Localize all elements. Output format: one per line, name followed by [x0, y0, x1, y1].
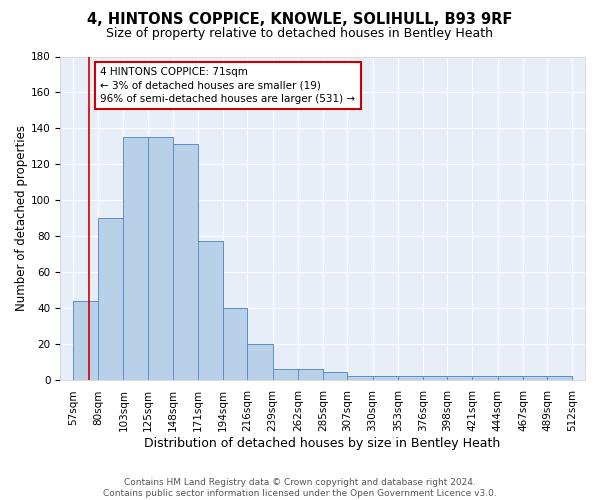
Bar [447, 376, 472, 380]
Bar [98, 218, 124, 380]
Bar [347, 376, 373, 380]
Bar [523, 376, 547, 380]
Bar [124, 138, 148, 380]
Text: Contains HM Land Registry data © Crown copyright and database right 2024.
Contai: Contains HM Land Registry data © Crown c… [103, 478, 497, 498]
Bar [398, 376, 423, 380]
Bar [148, 138, 173, 380]
Bar [223, 308, 247, 380]
Bar [173, 144, 198, 380]
Bar [498, 376, 523, 380]
Bar [472, 376, 498, 380]
Bar [73, 300, 98, 380]
Bar [298, 369, 323, 380]
Bar [272, 369, 298, 380]
Bar [198, 242, 223, 380]
Text: 4, HINTONS COPPICE, KNOWLE, SOLIHULL, B93 9RF: 4, HINTONS COPPICE, KNOWLE, SOLIHULL, B9… [88, 12, 512, 28]
Text: 4 HINTONS COPPICE: 71sqm
← 3% of detached houses are smaller (19)
96% of semi-de: 4 HINTONS COPPICE: 71sqm ← 3% of detache… [100, 68, 355, 104]
X-axis label: Distribution of detached houses by size in Bentley Heath: Distribution of detached houses by size … [145, 437, 501, 450]
Bar [423, 376, 447, 380]
Text: Size of property relative to detached houses in Bentley Heath: Size of property relative to detached ho… [107, 28, 493, 40]
Bar [247, 344, 272, 380]
Y-axis label: Number of detached properties: Number of detached properties [15, 125, 28, 311]
Bar [323, 372, 347, 380]
Bar [547, 376, 572, 380]
Bar [373, 376, 398, 380]
